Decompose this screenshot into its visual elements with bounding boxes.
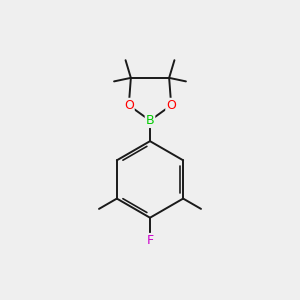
Text: O: O	[124, 99, 134, 112]
Text: O: O	[166, 99, 176, 112]
Text: B: B	[146, 114, 154, 127]
Text: F: F	[146, 234, 154, 247]
